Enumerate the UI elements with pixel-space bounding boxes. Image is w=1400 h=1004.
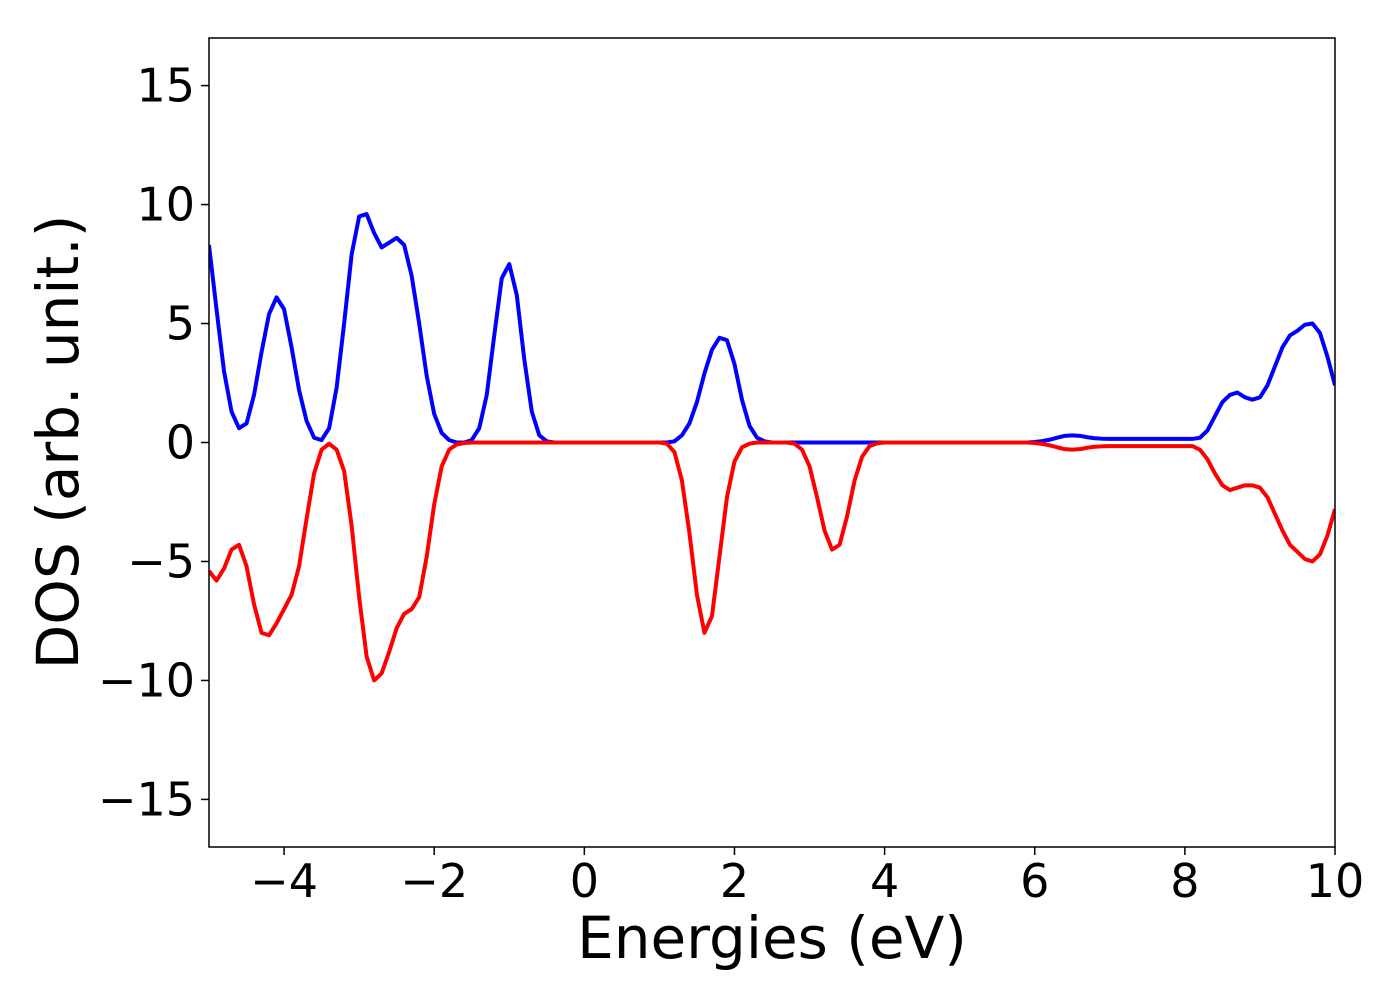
y-tick-label: 15 [136, 59, 195, 113]
x-tick-label: 8 [1170, 854, 1199, 908]
y-tick-label: −5 [127, 534, 195, 588]
x-axis-label: Energies (eV) [577, 904, 967, 972]
y-tick-label: 5 [166, 297, 195, 351]
x-tick-label: 6 [1020, 854, 1049, 908]
x-tick-label: 2 [720, 854, 749, 908]
y-tick-label: −15 [98, 772, 195, 826]
y-tick-label: 10 [136, 178, 195, 232]
x-tick-label: −4 [250, 854, 318, 908]
plot-frame [208, 37, 1336, 848]
x-tick-label: 10 [1306, 854, 1365, 908]
x-tick-label: 4 [870, 854, 899, 908]
y-axis-label: DOS (arb. unit.) [24, 215, 92, 670]
series-line [209, 212, 1335, 445]
y-tick-label: −10 [98, 653, 195, 707]
x-tick-label: 0 [570, 854, 599, 908]
x-tick-label: −2 [400, 854, 468, 908]
y-tick-label: 0 [166, 416, 195, 470]
series-line [209, 440, 1335, 683]
